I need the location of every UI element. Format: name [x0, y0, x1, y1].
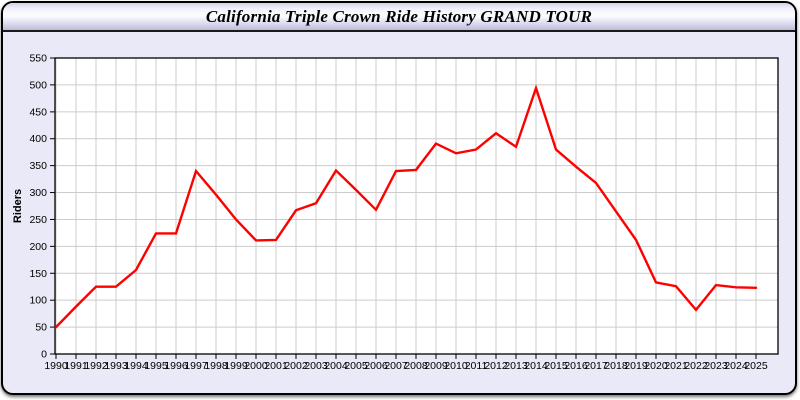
x-tick-label: 2017: [584, 360, 608, 372]
x-tick-label: 2023: [704, 360, 728, 372]
x-tick-label: 1992: [84, 360, 108, 372]
x-tick-label: 2016: [564, 360, 588, 372]
x-tick-label: 2022: [684, 360, 708, 372]
x-tick-label: 2020: [644, 360, 668, 372]
x-tick-label: 2009: [424, 360, 448, 372]
x-tick-label: 1994: [124, 360, 148, 372]
y-tick-label: 50: [35, 322, 47, 334]
x-tick-label: 2008: [404, 360, 428, 372]
x-tick-label: 2005: [344, 360, 368, 372]
x-tick-label: 2021: [664, 360, 688, 372]
x-tick-label: 2002: [284, 360, 308, 372]
chart-title: California Triple Crown Ride History GRA…: [205, 6, 593, 26]
x-tick-label: 2014: [524, 360, 548, 372]
x-tick-label: 1999: [224, 360, 248, 372]
y-tick-label: 100: [29, 295, 47, 307]
x-tick-label: 2001: [264, 360, 288, 372]
y-tick-label: 250: [29, 214, 47, 226]
gridlines: [55, 58, 778, 354]
x-tick-label: 2019: [624, 360, 648, 372]
y-tick-label: 400: [29, 133, 47, 145]
x-tick-label: 2011: [465, 360, 488, 372]
x-tick-label: 2003: [304, 360, 328, 372]
x-tick-label: 2013: [504, 360, 528, 372]
x-tick-label: 2015: [544, 360, 568, 372]
y-tick-label: 500: [29, 79, 47, 91]
x-tick-label: 2004: [324, 360, 348, 372]
x-tick-label: 1997: [184, 360, 208, 372]
x-tick-label: 1993: [104, 360, 128, 372]
x-tick-label: 2018: [604, 360, 628, 372]
x-tick-label: 1991: [64, 360, 88, 372]
axis-labels: 0501001502002503003504004505005501990199…: [29, 53, 767, 373]
y-tick-label: 0: [41, 349, 47, 361]
x-tick-label: 2024: [724, 360, 748, 372]
x-tick-label: 1996: [164, 360, 188, 372]
x-tick-label: 1998: [204, 360, 228, 372]
y-tick-label: 350: [29, 160, 47, 172]
y-tick-label: 200: [29, 241, 47, 253]
y-tick-label: 550: [29, 53, 47, 65]
y-tick-label: 300: [29, 187, 47, 199]
y-tick-label: 450: [29, 106, 47, 118]
chart-title-bar: California Triple Crown Ride History GRA…: [3, 3, 795, 32]
y-tick-label: 150: [29, 268, 47, 280]
x-tick-label: 2006: [364, 360, 388, 372]
y-axis-title: Riders: [12, 189, 24, 223]
riders-series-line: [54, 84, 758, 329]
x-tick-label: 1995: [144, 360, 168, 372]
x-tick-label: 2012: [484, 360, 508, 372]
x-tick-label: 2025: [744, 360, 768, 372]
axis-ticks: [50, 57, 757, 359]
x-tick-label: 2010: [444, 360, 468, 372]
x-tick-label: 2007: [384, 360, 408, 372]
x-tick-label: 1990: [44, 360, 68, 372]
x-tick-label: 2000: [244, 360, 268, 372]
